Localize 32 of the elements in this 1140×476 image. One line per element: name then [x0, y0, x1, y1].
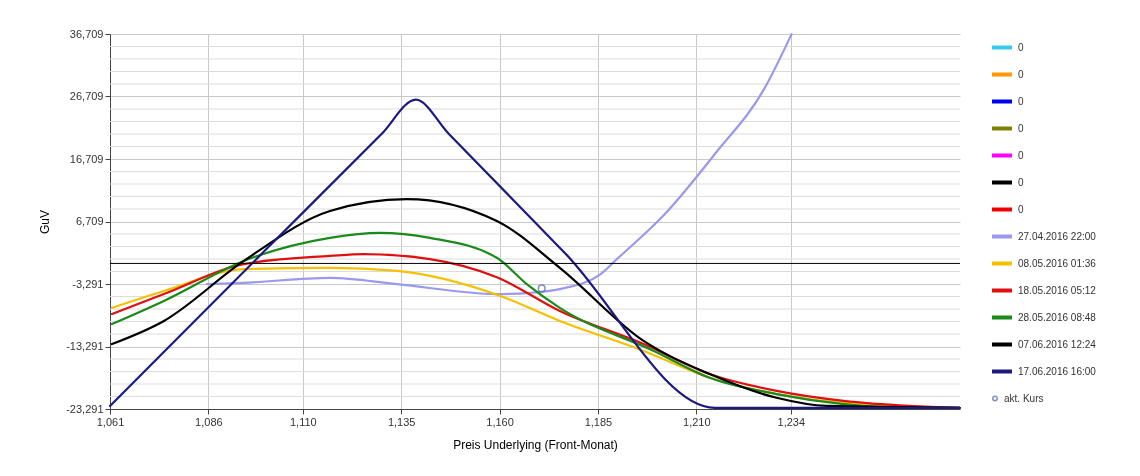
legend-label: 0 [1018, 68, 1024, 80]
y-axis-title: GuV [38, 209, 53, 235]
x-tick-label: 1,061 [96, 415, 125, 428]
y-tick-label: 6,709 [75, 215, 104, 227]
legend-label: 0 [1018, 149, 1024, 161]
x-tick-label: 1,160 [486, 415, 514, 428]
y-tick-label: 16,709 [69, 152, 104, 165]
x-tick-label: 1,185 [584, 415, 613, 428]
legend-label: 0 [1018, 122, 1024, 134]
y-tick-label: -23,291 [66, 402, 104, 415]
legend-label: 0 [1018, 176, 1024, 188]
legend-label: 0 [1018, 203, 1024, 215]
line-series [205, 32, 793, 296]
legend-label: 08.05.2016 01:36 [1018, 257, 1097, 269]
x-tick-label: 1,135 [387, 415, 416, 428]
legend-label: 0 [1018, 95, 1024, 107]
x-axis-title: Preis Underlying (Front-Monat) [453, 437, 618, 452]
y-tick-label: -13,291 [66, 340, 104, 352]
x-tick-label: 1,110 [289, 415, 317, 428]
legend-label: 07.06.2016 12:24 [1018, 338, 1097, 350]
x-tick-label: 1,234 [777, 415, 806, 428]
legend-label: 18.05.2016 05:12 [1018, 284, 1097, 296]
legend-label: 0 [1018, 41, 1024, 53]
x-tick-label: 1,086 [195, 415, 223, 428]
y-tick-label: 26,709 [69, 90, 104, 102]
legend-label: 17.06.2016 16:00 [1018, 365, 1097, 377]
y-tick-label: 36,709 [69, 27, 104, 40]
y-tick-label: -3,291 [72, 277, 104, 290]
x-tick-label: 1,210 [683, 415, 711, 428]
legend-label: 27.04.2016 22:00 [1018, 230, 1097, 242]
legend-label: akt. Kurs [1004, 392, 1044, 404]
legend-label: 28.05.2016 08:48 [1018, 311, 1097, 323]
